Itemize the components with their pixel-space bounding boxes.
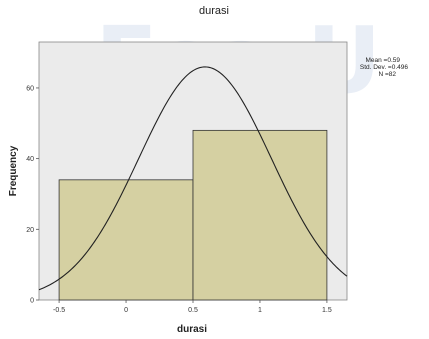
y-tick-label: 20 <box>26 227 34 234</box>
histogram-bar <box>58 179 194 301</box>
histogram-bar <box>192 129 328 301</box>
y-axis-label: Frequency <box>8 145 19 196</box>
x-tick-label: 0.5 <box>188 307 198 314</box>
x-tick-label: 1 <box>258 307 262 314</box>
stats-mean: Mean =0.59 <box>365 57 400 64</box>
stats-legend: Mean =0.59 Std. Dev. =0.496 N =82 <box>360 57 409 78</box>
y-tick-label: 60 <box>26 85 34 92</box>
y-tick-label: 40 <box>26 156 34 163</box>
x-axis-label: durasi <box>177 324 207 335</box>
y-tick-label: 0 <box>30 298 34 305</box>
normal-curve <box>38 66 348 291</box>
bars-group <box>58 129 328 301</box>
x-tick-label: 1.5 <box>322 307 332 314</box>
chart-title: durasi <box>199 5 229 17</box>
y-axis-ticks: 0 20 40 60 <box>26 85 39 305</box>
stats-std-dev: Std. Dev. =0.496 <box>360 64 409 71</box>
x-tick-label: 0 <box>124 307 128 314</box>
x-axis-ticks: -0.5 0 0.5 1 1.5 <box>53 300 332 314</box>
x-tick-label: -0.5 <box>53 307 65 314</box>
stats-n: N =82 <box>378 71 396 78</box>
